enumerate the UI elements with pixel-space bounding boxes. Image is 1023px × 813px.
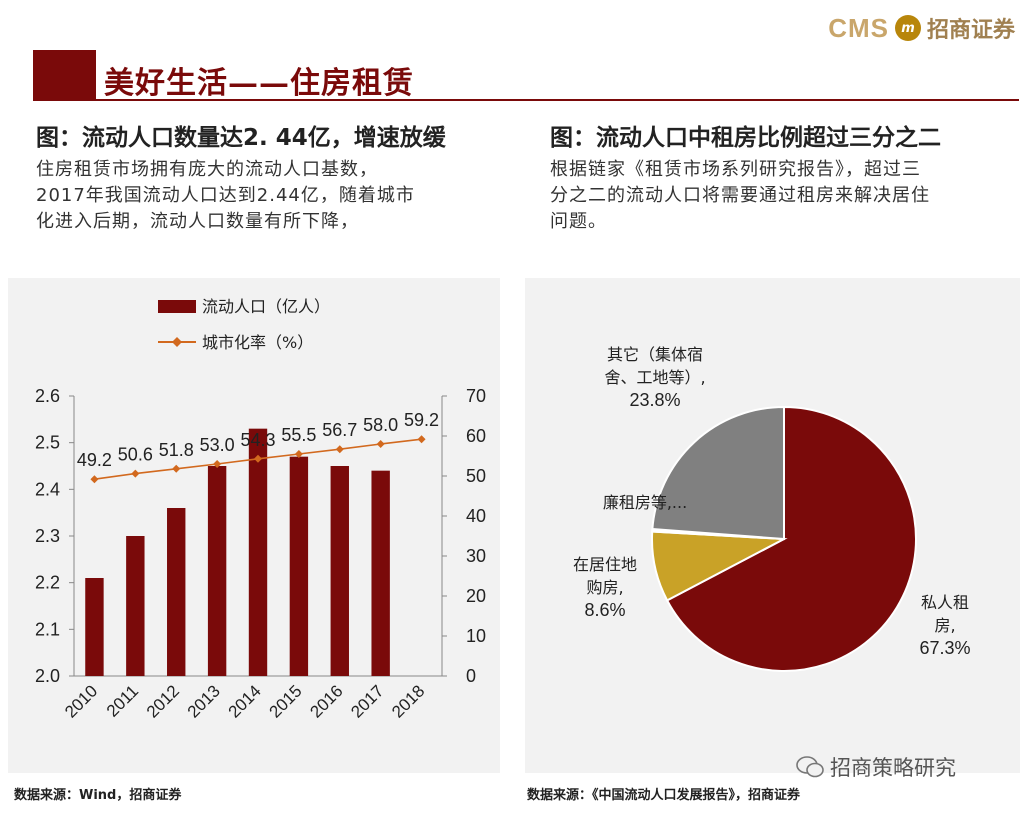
urbanization-data-label: 58.0 xyxy=(363,415,398,435)
pie-slice-label: 23.8% xyxy=(629,390,680,410)
pie-slice-label: 舍、工地等）, xyxy=(604,368,705,387)
urbanization-data-label: 56.7 xyxy=(322,420,357,440)
y-left-tick-label: 2.2 xyxy=(35,573,60,593)
pie-slices xyxy=(651,405,917,672)
y-right-tick-label: 20 xyxy=(466,586,486,606)
page-title: 美好生活——住房租赁 xyxy=(104,66,414,101)
left-desc-line: 住房租赁市场拥有庞大的流动人口基数， xyxy=(36,159,378,180)
pie-slice-label: 房, xyxy=(934,616,955,635)
population-chart: 流动人口（亿人） 城市化率（%） 2.0 2.1 2.2 2.3 2.4 2.5 2.6 0 1… xyxy=(35,297,486,722)
urbanization-data-label: 50.6 xyxy=(118,445,153,465)
legend-bar-swatch xyxy=(158,300,196,313)
pie-slice-label: 在居住地 xyxy=(573,555,637,574)
y-right-tick-label: 30 xyxy=(466,546,486,566)
x-tick-label: 2018 xyxy=(388,681,428,721)
brand-cms-text: CMS xyxy=(828,12,889,43)
urbanization-data-label: 51.8 xyxy=(159,440,194,460)
left-subtitle: 图：流动人口数量达2. 44亿，增速放缓 xyxy=(36,125,446,151)
title-divider xyxy=(33,99,1019,101)
y-right-tick-label: 70 xyxy=(466,386,486,406)
x-tick-label: 2013 xyxy=(184,681,224,721)
y-left-tick-label: 2.5 xyxy=(35,433,60,453)
y-left-tick-label: 2.4 xyxy=(35,479,60,499)
urbanization-point xyxy=(90,475,99,484)
x-tick-label: 2016 xyxy=(306,681,346,721)
legend-line-marker xyxy=(172,337,182,347)
y-right-tick-label: 40 xyxy=(466,506,486,526)
right-desc-line: 根据链家《租赁市场系列研究报告》，超过三 xyxy=(550,159,921,180)
brand-logo: CMS m 招商证券 xyxy=(828,12,1015,44)
pie-slice-label: 67.3% xyxy=(919,638,970,658)
left-desc-line: 2017年我国流动人口达到2.44亿，随着城市 xyxy=(36,185,415,206)
right-desc-line: 问题。 xyxy=(550,211,607,232)
pie-slice-label: 廉租房等,... xyxy=(603,493,687,512)
x-tick-label: 2014 xyxy=(225,681,265,721)
pie-slice xyxy=(665,405,917,672)
pie-slice-label: 其它（集体宿 xyxy=(607,345,703,364)
y-left-tick-label: 2.6 xyxy=(35,386,60,406)
population-bar xyxy=(330,466,349,676)
y-left-tick-label: 2.1 xyxy=(35,619,60,639)
pie-slice-label: 8.6% xyxy=(584,600,625,620)
left-description: 住房租赁市场拥有庞大的流动人口基数， 2017年我国流动人口达到2.44亿，随着… xyxy=(36,157,506,235)
y-right-tick-label: 0 xyxy=(466,666,476,686)
y-right-tick-label: 10 xyxy=(466,626,486,646)
x-tick-label: 2015 xyxy=(266,681,306,721)
urbanization-data-label: 53.0 xyxy=(200,435,235,455)
right-desc-line: 分之二的流动人口将需要通过租房来解决居住 xyxy=(550,185,930,206)
urbanization-data-label: 55.5 xyxy=(281,425,316,445)
population-chart-panel: 流动人口（亿人） 城市化率（%） 2.0 2.1 2.2 2.3 2.4 2.5 2.6 0 1… xyxy=(8,278,500,773)
pie-slice-label: 购房, xyxy=(586,578,623,597)
brand-name: 招商证券 xyxy=(926,17,1015,43)
x-tick-label: 2011 xyxy=(103,681,142,720)
x-tick-label: 2012 xyxy=(143,681,183,721)
y-left-tick-label: 2.3 xyxy=(35,526,60,546)
population-bar xyxy=(289,456,309,676)
legend-bar-label: 流动人口（亿人） xyxy=(202,297,330,316)
watermark: 招商策略研究 xyxy=(796,752,956,782)
plot-area: 2.0 2.1 2.2 2.3 2.4 2.5 2.6 0 10 20 30 40 50 60 70 49.2… xyxy=(35,386,486,722)
urbanization-data-label: 49.2 xyxy=(77,450,112,470)
right-description: 根据链家《租赁市场系列研究报告》，超过三 分之二的流动人口将需要通过租房来解决居… xyxy=(550,157,1020,235)
population-bar xyxy=(371,470,390,676)
population-bar xyxy=(85,578,104,676)
urbanization-point xyxy=(172,464,181,473)
population-bar xyxy=(167,508,186,676)
urbanization-point xyxy=(254,454,262,463)
urbanization-point xyxy=(417,435,426,444)
urbanization-data-label: 54.3 xyxy=(240,430,275,450)
brand-seal-icon: m xyxy=(894,15,921,41)
urbanization-point xyxy=(213,460,222,468)
y-right-tick-label: 50 xyxy=(466,466,486,486)
chart-legend: 流动人口（亿人） 城市化率（%） xyxy=(158,297,330,352)
wechat-icon xyxy=(796,756,824,778)
urbanization-point xyxy=(335,445,344,454)
population-bar xyxy=(126,536,145,676)
urbanization-point xyxy=(131,469,140,478)
title-accent-block xyxy=(33,50,96,100)
urbanization-point xyxy=(376,440,385,448)
left-source: 数据来源：Wind，招商证券 xyxy=(14,788,182,803)
y-left-tick-label: 2.0 xyxy=(35,666,60,686)
pie-slice-label: 私人租 xyxy=(921,593,969,612)
right-subtitle: 图：流动人口中租房比例超过三分之二 xyxy=(550,125,941,151)
rental-share-chart-panel: 私人租房, 67.3% 在居住地购房, 8.6% 廉租房等,... 其它（集体宿 舍、工地等… xyxy=(525,278,1020,773)
watermark-text: 招商策略研究 xyxy=(830,756,956,780)
x-tick-label: 2017 xyxy=(347,681,387,721)
left-desc-line: 化进入后期，流动人口数量有所下降， xyxy=(36,211,359,232)
population-bar xyxy=(207,466,227,676)
population-bar xyxy=(248,428,268,676)
urbanization-point xyxy=(294,450,303,458)
x-tick-label: 2010 xyxy=(61,681,101,721)
y-right-tick-label: 60 xyxy=(466,426,486,446)
legend-line-label: 城市化率（%） xyxy=(202,333,313,352)
urbanization-data-label: 59.2 xyxy=(404,410,439,430)
pie-slice xyxy=(651,405,785,541)
right-source: 数据来源：《中国流动人口发展报告》，招商证券 xyxy=(527,788,801,803)
